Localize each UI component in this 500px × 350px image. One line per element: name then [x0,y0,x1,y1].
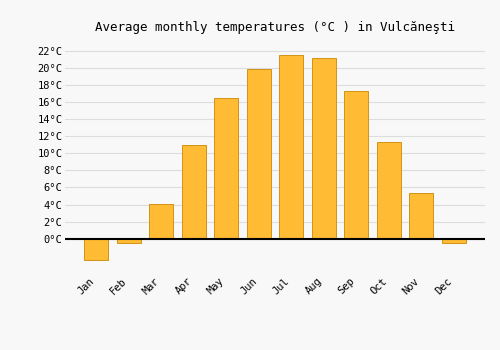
Bar [116,239,141,243]
Bar [312,58,336,239]
Bar [182,145,206,239]
Bar [279,55,303,239]
Title: Average monthly temperatures (°C ) in Vulcăneşti: Average monthly temperatures (°C ) in Vu… [95,21,455,34]
Bar [442,239,466,243]
Bar [344,91,368,239]
Bar [246,69,271,239]
Bar [409,194,434,239]
Bar [376,142,401,239]
Bar [84,239,108,260]
Bar [214,98,238,239]
Bar [149,204,174,239]
